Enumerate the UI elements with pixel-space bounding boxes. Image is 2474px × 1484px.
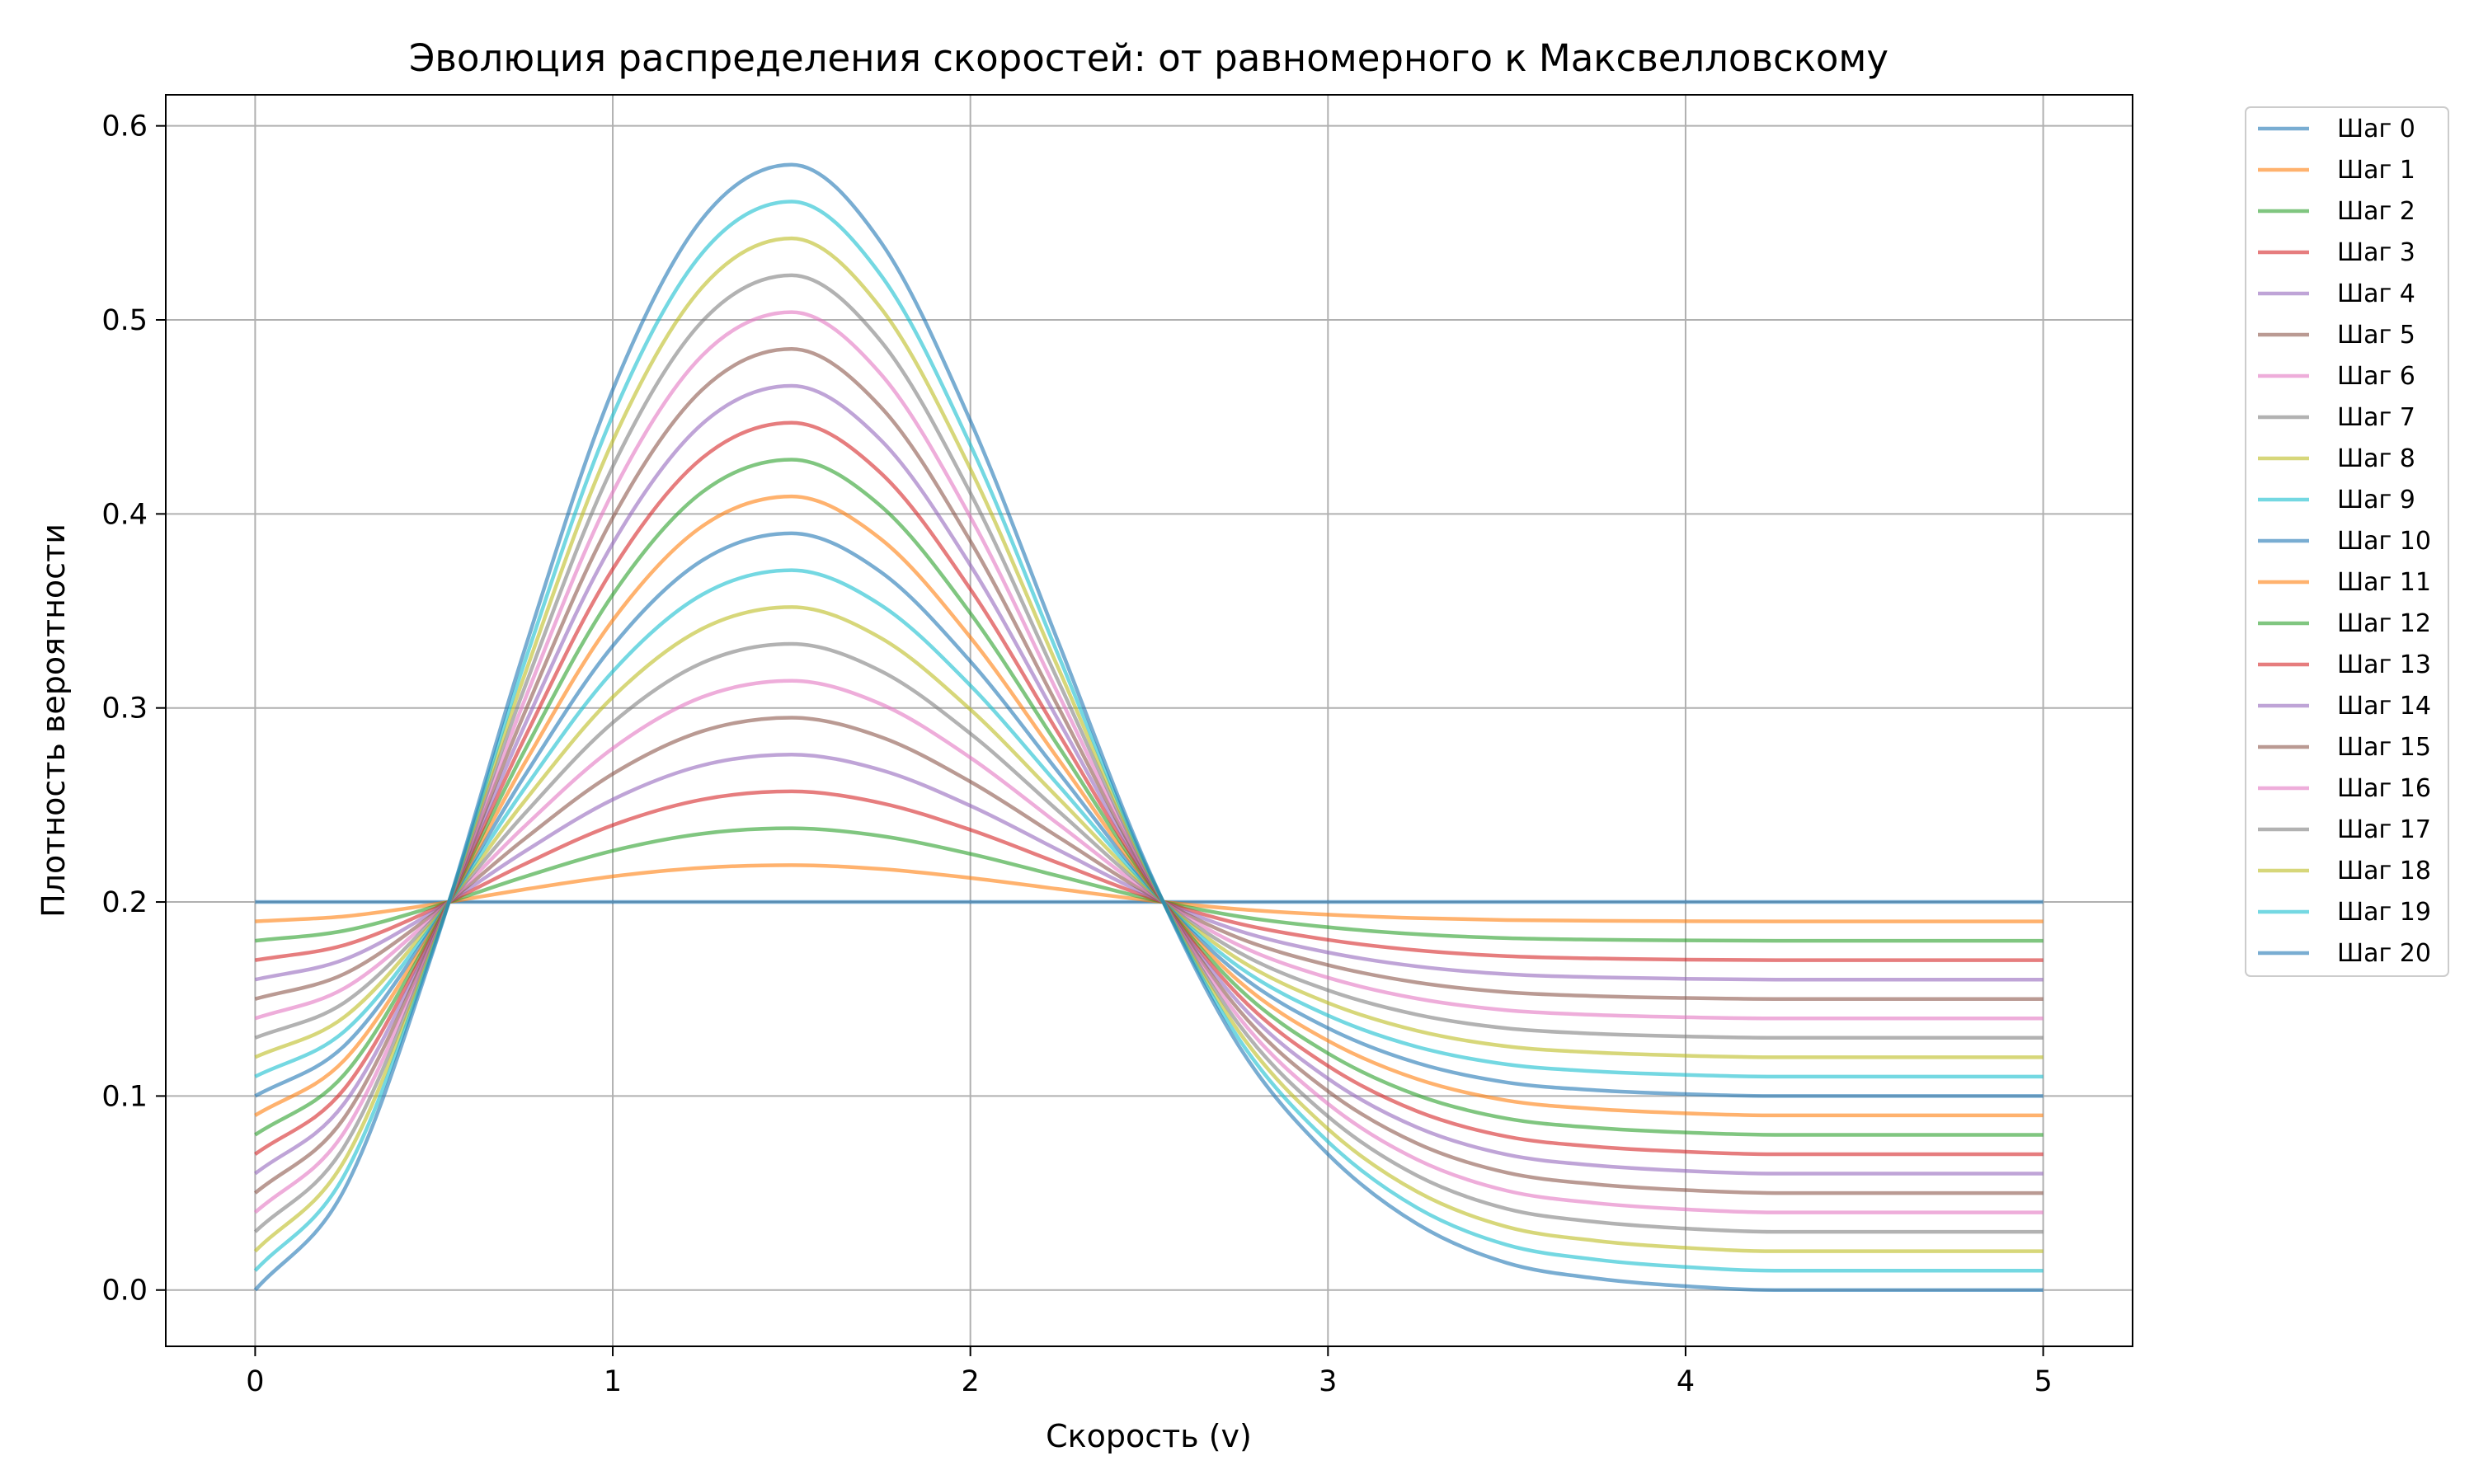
legend-entry: Шаг 2	[2258, 197, 2415, 226]
series-line-6	[254, 679, 2044, 1021]
legend-entry: Шаг 15	[2258, 733, 2431, 762]
x-tick-label: 3	[1319, 1365, 1337, 1398]
legend-label: Шаг 14	[2337, 692, 2431, 721]
legend-entry: Шаг 11	[2258, 568, 2431, 597]
legend-label: Шаг 16	[2337, 774, 2431, 803]
legend-label: Шаг 19	[2337, 898, 2431, 927]
series-line-16	[253, 310, 2044, 1214]
legend-label: Шаг 15	[2337, 733, 2431, 762]
series-line-9	[254, 568, 2044, 1079]
y-tick-label: 0.5	[101, 304, 148, 337]
x-axis-label: Скорость (v)	[1046, 1418, 1252, 1454]
x-axis-ticks: 0 1 2 3 4 5	[246, 1346, 2053, 1398]
y-tick-label: 0.2	[101, 886, 148, 919]
y-tick-label: 0.3	[101, 693, 148, 726]
legend-label: Шаг 1	[2337, 156, 2415, 185]
series-line-17	[253, 273, 2044, 1234]
series-line-15	[253, 347, 2044, 1195]
legend-entry: Шаг 5	[2258, 321, 2415, 350]
legend-frame	[2245, 106, 2449, 977]
legend-entry: Шаг 10	[2258, 527, 2431, 556]
legend-label: Шаг 6	[2337, 362, 2415, 391]
plot-area-frame	[165, 94, 2133, 1347]
legend-entry: Шаг 13	[2258, 650, 2431, 679]
legend-label: Шаг 13	[2337, 650, 2431, 679]
series-line-10	[254, 531, 2044, 1098]
legend-entry: Шаг 4	[2258, 279, 2415, 308]
legend-label: Шаг 0	[2337, 115, 2415, 143]
legend-entry: Шаг 6	[2258, 362, 2415, 391]
legend-entry: Шаг 17	[2258, 815, 2431, 844]
legend-label: Шаг 12	[2337, 609, 2431, 638]
x-tick-label: 0	[246, 1365, 264, 1398]
series-line-7	[254, 641, 2044, 1040]
y-tick-label: 0.1	[101, 1080, 148, 1113]
legend-label: Шаг 17	[2337, 815, 2431, 844]
legend-entry: Шаг 9	[2258, 486, 2415, 514]
legend-label: Шаг 20	[2337, 939, 2431, 968]
series-line-5	[254, 716, 2044, 1001]
series-line-4	[254, 752, 2044, 982]
legend-entry: Шаг 19	[2258, 898, 2431, 927]
series-line-12	[254, 458, 2044, 1137]
legend-label: Шаг 3	[2337, 238, 2415, 267]
y-axis-label: Плотность вероятности	[35, 524, 72, 918]
legend-entry: Шаг 18	[2258, 857, 2431, 885]
legend-label: Шаг 11	[2337, 568, 2431, 597]
legend-label: Шаг 10	[2337, 527, 2431, 556]
y-tick-label: 0.6	[101, 110, 148, 143]
y-tick-label: 0.4	[101, 498, 148, 531]
legend-label: Шаг 2	[2337, 197, 2415, 226]
legend-entry: Шаг 0	[2258, 115, 2415, 143]
legend: Шаг 0 Шаг 1 Шаг 2 Шаг 3 Шаг 4 Шаг 5 Шаг 6 Шаг 7…	[2245, 106, 2449, 977]
chart-title: Эволюция распределения скоростей: от рав…	[409, 36, 1888, 80]
series-line-19	[253, 200, 2044, 1273]
legend-label: Шаг 18	[2337, 857, 2431, 885]
x-tick-label: 2	[962, 1365, 980, 1398]
series-line-14	[254, 383, 2044, 1176]
legend-label: Шаг 9	[2337, 486, 2415, 514]
legend-label: Шаг 4	[2337, 279, 2415, 308]
legend-entry: Шаг 20	[2258, 939, 2431, 968]
legend-label: Шаг 5	[2337, 321, 2415, 350]
series-line-13	[254, 420, 2044, 1157]
legend-entry: Шаг 14	[2258, 692, 2431, 721]
legend-label: Шаг 7	[2337, 403, 2415, 432]
series-lines	[253, 162, 2044, 1293]
x-tick-label: 4	[1677, 1365, 1695, 1398]
series-line-11	[254, 494, 2044, 1118]
x-tick-label: 5	[2034, 1365, 2052, 1398]
series-line-8	[254, 605, 2044, 1059]
legend-entry: Шаг 3	[2258, 238, 2415, 267]
y-tick-label: 0.0	[101, 1275, 148, 1308]
legend-entry: Шаг 16	[2258, 774, 2431, 803]
legend-entry: Шаг 1	[2258, 156, 2415, 185]
legend-label: Шаг 8	[2337, 444, 2415, 473]
y-axis-ticks: 0.0 0.1 0.2 0.3 0.4 0.5 0.6	[101, 110, 166, 1308]
legend-entry: Шаг 12	[2258, 609, 2431, 638]
series-line-18	[253, 236, 2044, 1253]
x-tick-label: 1	[604, 1365, 622, 1398]
legend-entry: Шаг 8	[2258, 444, 2415, 473]
series-line-20	[253, 162, 2044, 1293]
legend-entry: Шаг 7	[2258, 403, 2415, 432]
